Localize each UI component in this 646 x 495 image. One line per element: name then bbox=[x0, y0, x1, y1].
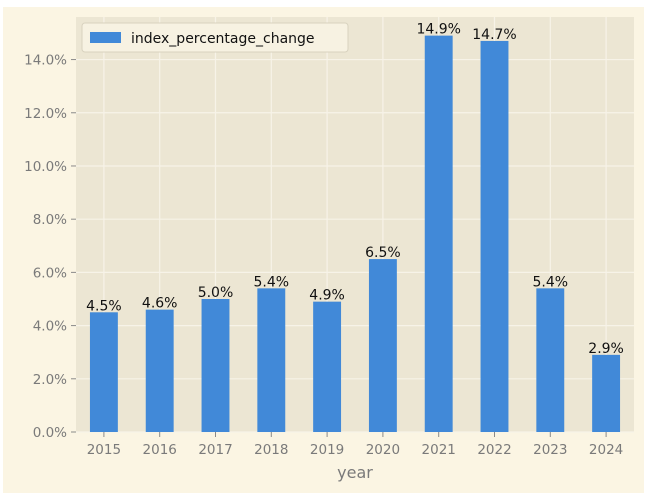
value-label-2017: 5.0% bbox=[198, 285, 234, 301]
y-tick-label: 0.0% bbox=[33, 425, 67, 441]
x-tick-label: 2022 bbox=[477, 442, 511, 458]
y-tick-label: 14.0% bbox=[24, 53, 67, 69]
x-tick-label: 2021 bbox=[422, 442, 456, 458]
bar-2016 bbox=[145, 309, 174, 432]
bars bbox=[89, 35, 621, 432]
bar-2024 bbox=[592, 354, 621, 432]
x-tick-label: 2017 bbox=[198, 442, 232, 458]
value-label-2015: 4.5% bbox=[86, 298, 122, 314]
bar-2017 bbox=[201, 298, 230, 432]
legend-label: index_percentage_change bbox=[131, 31, 315, 47]
y-tick-label: 10.0% bbox=[24, 159, 67, 175]
y-axis-ticks: 0.0% 2.0% 4.0% 6.0% 8.0% 10.0% 12.0% 14.0% bbox=[24, 53, 76, 441]
legend-swatch bbox=[90, 32, 121, 43]
value-labels: 4.5% 4.6% 5.0% 5.4% 4.9% 6.5% 14.9% 14.7% 5.4% 2.… bbox=[86, 22, 624, 357]
legend: index_percentage_change bbox=[81, 22, 349, 53]
x-tick-label: 2023 bbox=[533, 442, 567, 458]
bar-2018 bbox=[257, 288, 286, 432]
value-label-2022: 14.7% bbox=[472, 27, 516, 43]
x-tick-label: 2020 bbox=[366, 442, 400, 458]
value-label-2018: 5.4% bbox=[254, 274, 290, 290]
bar-2015 bbox=[89, 312, 118, 432]
x-axis-ticks: 2015 2016 2017 2018 2019 2020 2021 2022 2023 2024 bbox=[87, 432, 623, 458]
y-tick-label: 12.0% bbox=[24, 106, 67, 122]
value-label-2016: 4.6% bbox=[142, 296, 178, 312]
y-tick-label: 8.0% bbox=[33, 212, 67, 228]
x-tick-label: 2024 bbox=[589, 442, 623, 458]
value-label-2023: 5.4% bbox=[533, 274, 569, 290]
value-label-2020: 6.5% bbox=[365, 245, 401, 261]
bar-2022 bbox=[480, 40, 509, 432]
x-tick-label: 2016 bbox=[143, 442, 177, 458]
bar-2023 bbox=[536, 288, 565, 432]
x-tick-label: 2018 bbox=[254, 442, 288, 458]
value-label-2021: 14.9% bbox=[416, 22, 460, 38]
value-label-2024: 2.9% bbox=[588, 341, 624, 357]
value-label-2019: 4.9% bbox=[309, 288, 345, 304]
y-tick-label: 4.0% bbox=[33, 319, 67, 335]
y-tick-label: 2.0% bbox=[33, 372, 67, 388]
bar-2020 bbox=[368, 259, 397, 432]
y-tick-label: 6.0% bbox=[33, 265, 67, 281]
x-tick-label: 2019 bbox=[310, 442, 344, 458]
x-tick-label: 2015 bbox=[87, 442, 121, 458]
bar-2021 bbox=[424, 35, 453, 432]
bar-2019 bbox=[313, 301, 342, 432]
legend-box bbox=[81, 22, 349, 53]
x-axis-label: year bbox=[337, 463, 373, 482]
